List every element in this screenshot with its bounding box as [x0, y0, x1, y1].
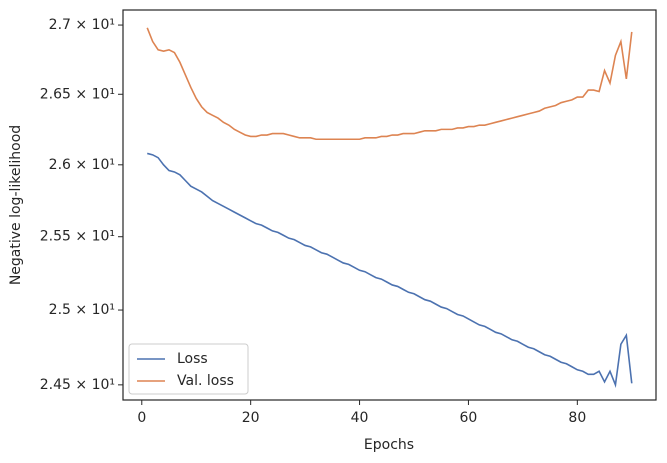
legend-label: Loss — [177, 351, 208, 367]
y-tick-label: 2.45 × 10¹ — [40, 377, 115, 393]
x-axis-label: Epochs — [364, 437, 414, 453]
x-tick-label: 80 — [568, 410, 586, 426]
x-tick-label: 0 — [137, 410, 146, 426]
y-tick-label: 2.65 × 10¹ — [40, 86, 115, 102]
x-tick-label: 60 — [460, 410, 478, 426]
x-tick-label: 20 — [242, 410, 260, 426]
y-tick-label: 2.7 × 10¹ — [49, 17, 115, 33]
y-axis-label: Negative log-likelihood — [8, 125, 24, 285]
y-tick-label: 2.6 × 10¹ — [49, 157, 115, 173]
legend-label: Val. loss — [177, 373, 234, 389]
x-tick-label: 40 — [351, 410, 369, 426]
line — [147, 152, 633, 388]
line — [146, 27, 633, 141]
y-tick-label: 2.5 × 10¹ — [49, 302, 115, 318]
y-tick-label: 2.55 × 10¹ — [40, 229, 115, 245]
plot-frame — [122, 9, 657, 401]
